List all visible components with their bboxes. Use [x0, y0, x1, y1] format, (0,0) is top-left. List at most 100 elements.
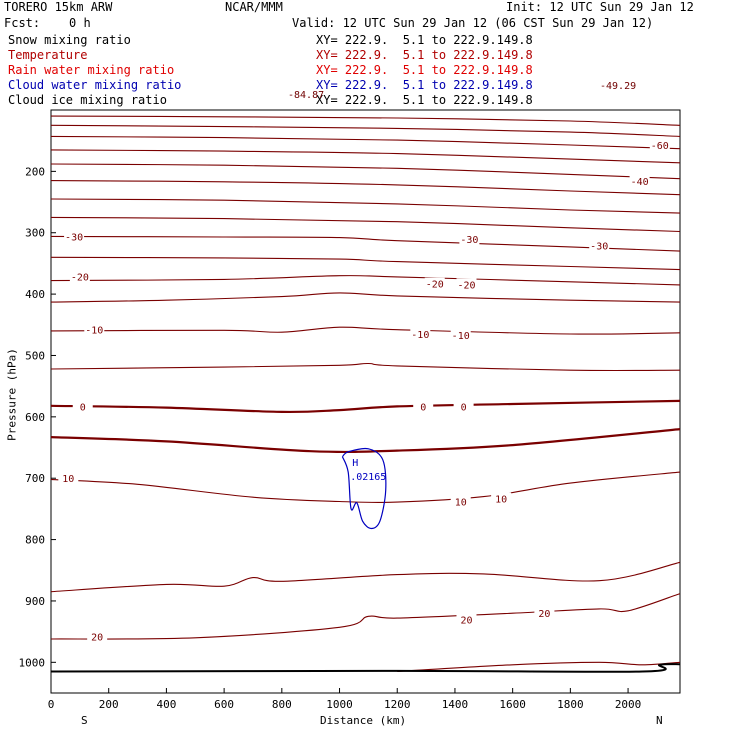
contour-label-background [450, 495, 471, 508]
temperature-contour-line [50, 149, 681, 164]
corner-label-left: -84.87 [288, 90, 325, 101]
cloud-water-max-marker: H [352, 458, 358, 469]
temperature-contour-line [50, 163, 681, 180]
contour-label-background [649, 138, 670, 151]
contour-label: -30 [460, 235, 478, 246]
y-tick-label: 200 [25, 165, 45, 178]
contour-label-background [629, 175, 650, 188]
contour-label: -20 [457, 280, 475, 291]
x-axis-title: Distance (km) [320, 714, 407, 727]
contour-label: 10 [62, 474, 74, 485]
x-axis-right-end-label: N [656, 714, 663, 727]
contour-label-background [456, 278, 477, 291]
forecast-hour: Fcst: 0 h [4, 16, 91, 30]
temperature-contour-line [50, 428, 681, 454]
contour-label-background [84, 323, 105, 336]
y-tick-label: 600 [25, 411, 45, 424]
legend-field-snow: Snow mixing ratio [8, 33, 131, 47]
contour-label-background [450, 329, 471, 342]
contour-label: 20 [460, 615, 472, 626]
y-tick-label: 900 [25, 595, 45, 608]
temperature-contour-line [50, 135, 681, 150]
contour-label: -10 [85, 326, 103, 337]
legend-xy-rain: XY= 222.9. 5.1 to 222.9.149.8 [316, 63, 533, 77]
x-tick-label: 1200 [384, 698, 411, 711]
temperature-contour-line [50, 471, 681, 504]
y-tick-label: 700 [25, 472, 45, 485]
contour-label: 20 [91, 633, 103, 644]
model-name: TORERO 15km ARW [4, 0, 113, 14]
temperature-contour-line [50, 326, 681, 335]
contour-label: 20 [538, 609, 550, 620]
contour-label-background [413, 400, 434, 413]
legend-xy-cloud-ice: XY= 222.9. 5.1 to 222.9.149.8 [316, 93, 533, 107]
temperature-contour-line [50, 593, 681, 640]
valid-time: Valid: 12 UTC Sun 29 Jan 12 (06 CST Sun … [292, 16, 654, 30]
contour-label: -10 [452, 331, 470, 342]
contour-label: 0 [80, 402, 86, 413]
legend-field-rain: Rain water mixing ratio [8, 63, 175, 77]
x-tick-label: 1000 [326, 698, 353, 711]
contour-label: -10 [411, 330, 429, 341]
x-tick-label: 400 [156, 698, 176, 711]
contour-label-background [64, 230, 85, 243]
contour-label-background [453, 400, 474, 413]
temperature-contour-line [50, 362, 681, 372]
center-name: NCAR/MMM [225, 0, 283, 14]
contour-label-background [424, 277, 445, 290]
x-tick-label: 1600 [499, 698, 526, 711]
cloud-water-contour [341, 447, 387, 530]
cloud-water-max-value: .02165 [350, 472, 386, 483]
x-tick-label: 600 [214, 698, 234, 711]
contour-label-background [534, 607, 555, 620]
temperature-contour-line [50, 124, 681, 137]
contour-label: 0 [420, 402, 426, 413]
temperature-contour-line [50, 256, 681, 271]
temperature-contour-line [50, 399, 681, 414]
temperature-contour-line [397, 661, 681, 673]
contour-label-background [589, 239, 610, 252]
contour-label-background [456, 613, 477, 626]
contour-label: 10 [495, 494, 507, 505]
contour-label-background [58, 472, 79, 485]
legend-xy-snow: XY= 222.9. 5.1 to 222.9.149.8 [316, 33, 533, 47]
temperature-contour-line [50, 198, 681, 214]
x-tick-label: 200 [99, 698, 119, 711]
temperature-contour-line [50, 561, 681, 593]
legend-field-temperature: Temperature [8, 48, 88, 62]
y-tick-label: 800 [25, 534, 45, 547]
x-tick-label: 1400 [442, 698, 469, 711]
temperature-contour-line [50, 216, 681, 233]
contour-label: -30 [65, 232, 83, 243]
x-tick-label: 0 [48, 698, 55, 711]
x-axis-left-end-label: S [81, 714, 88, 727]
legend-field-cloud-ice: Cloud ice mixing ratio [8, 93, 167, 107]
legend-xy-temperature: XY= 222.9. 5.1 to 222.9.149.8 [316, 48, 533, 62]
contour-label-background [491, 492, 512, 505]
y-axis-title: Pressure (hPa) [5, 348, 19, 441]
x-tick-label: 2000 [615, 698, 642, 711]
contour-label-background [410, 327, 431, 340]
corner-label-right: -49.29 [600, 81, 637, 92]
contour-label: -60 [651, 141, 669, 152]
temperature-contour-line [50, 292, 681, 303]
legend-xy-cloud-water: XY= 222.9. 5.1 to 222.9.149.8 [316, 78, 533, 92]
init-time: Init: 12 UTC Sun 29 Jan 12 [506, 0, 694, 14]
legend-field-cloud-water: Cloud water mixing ratio [8, 78, 182, 92]
contour-label: 10 [455, 498, 467, 509]
contour-label-background [69, 270, 90, 283]
surface-line [50, 663, 681, 673]
y-tick-label: 300 [25, 227, 45, 240]
temperature-contour-line [50, 180, 681, 196]
temperature-contour-line [50, 115, 681, 126]
contour-label-background [459, 232, 480, 245]
contour-label: -40 [631, 177, 649, 188]
contour-label: -30 [590, 242, 608, 253]
temperature-contour-line [50, 235, 681, 252]
contour-label: 0 [461, 402, 467, 413]
x-tick-label: 1800 [557, 698, 584, 711]
y-tick-label: 500 [25, 349, 45, 362]
contour-label: -20 [71, 272, 89, 283]
contour-label-background [72, 400, 93, 413]
